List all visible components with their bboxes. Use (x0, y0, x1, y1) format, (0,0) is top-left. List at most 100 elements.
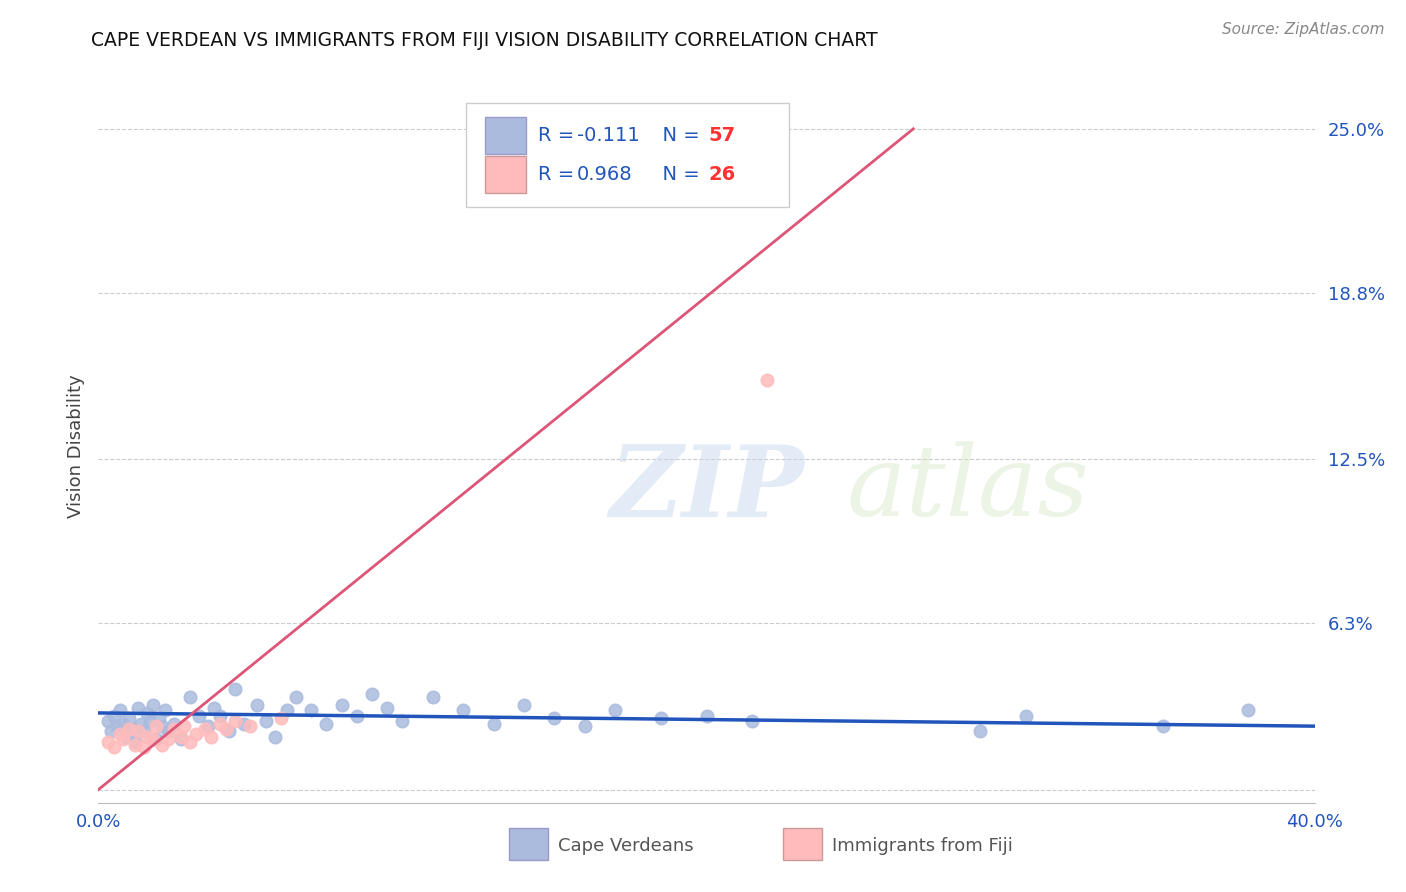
Point (209, 708, 232, 723)
Text: ZIP: ZIP (609, 441, 804, 537)
Point (270, 711, 292, 725)
Text: R =: R = (538, 165, 581, 185)
Point (142, 698, 165, 712)
Point (1236, 703, 1258, 717)
FancyBboxPatch shape (485, 117, 526, 154)
Point (482, 716, 505, 731)
Point (150, 738, 173, 752)
Text: N =: N = (650, 126, 706, 145)
Point (330, 698, 353, 712)
Point (121, 722, 143, 736)
Point (111, 732, 134, 747)
Text: 26: 26 (709, 165, 735, 185)
Point (346, 708, 368, 723)
Point (1015, 708, 1038, 723)
Point (108, 727, 131, 741)
Point (163, 722, 186, 736)
Point (139, 714, 162, 728)
Point (453, 703, 475, 717)
Point (239, 719, 262, 733)
FancyBboxPatch shape (783, 829, 823, 860)
Point (136, 706, 159, 720)
Point (157, 724, 180, 739)
Point (969, 724, 991, 739)
Point (276, 703, 298, 717)
Point (650, 711, 672, 725)
Point (105, 719, 128, 733)
Point (299, 703, 322, 717)
Y-axis label: Vision Disability: Vision Disability (66, 374, 84, 518)
Point (1152, 719, 1174, 733)
Text: 0.968: 0.968 (576, 165, 633, 185)
Point (108, 703, 131, 717)
Text: atlas: atlas (846, 442, 1090, 536)
Point (218, 724, 240, 739)
Text: 57: 57 (709, 126, 735, 145)
Point (132, 724, 155, 739)
Point (127, 700, 149, 714)
Point (179, 690, 201, 704)
Text: R =: R = (538, 126, 581, 145)
Point (391, 714, 413, 728)
Point (163, 716, 186, 731)
Point (224, 682, 246, 697)
Point (150, 719, 173, 733)
Point (197, 719, 219, 733)
Point (285, 690, 308, 704)
Point (215, 722, 238, 736)
FancyBboxPatch shape (509, 829, 548, 860)
Point (741, 714, 763, 728)
Point (169, 732, 191, 747)
Point (124, 738, 146, 752)
Point (315, 716, 337, 731)
Text: Immigrants from Fiji: Immigrants from Fiji (832, 837, 1012, 855)
Point (756, 373, 779, 387)
Point (155, 703, 177, 717)
Point (543, 711, 565, 725)
Point (696, 708, 718, 723)
Point (100, 724, 122, 739)
Text: -0.111: -0.111 (576, 126, 640, 145)
Text: N =: N = (650, 165, 706, 185)
Point (209, 716, 232, 731)
Point (118, 711, 141, 725)
FancyBboxPatch shape (485, 156, 526, 194)
Point (169, 730, 191, 744)
Point (200, 730, 222, 744)
Point (513, 698, 536, 712)
Text: CAPE VERDEAN VS IMMIGRANTS FROM FIJI VISION DISABILITY CORRELATION CHART: CAPE VERDEAN VS IMMIGRANTS FROM FIJI VIS… (91, 31, 877, 50)
Point (605, 703, 627, 717)
Point (142, 732, 165, 747)
Text: Source: ZipAtlas.com: Source: ZipAtlas.com (1222, 22, 1385, 37)
Point (129, 716, 152, 731)
Point (127, 724, 149, 739)
Point (254, 714, 277, 728)
Point (132, 740, 155, 755)
Point (173, 719, 195, 733)
Point (103, 740, 125, 755)
Point (187, 708, 209, 723)
Point (111, 716, 134, 731)
Point (233, 716, 256, 731)
Point (148, 711, 170, 725)
Point (145, 732, 167, 747)
Point (574, 719, 596, 733)
Point (96, 735, 118, 749)
Text: Cape Verdeans: Cape Verdeans (558, 837, 693, 855)
Point (194, 722, 217, 736)
Point (103, 708, 125, 723)
FancyBboxPatch shape (467, 103, 789, 207)
Point (96, 714, 118, 728)
Point (375, 700, 398, 714)
Point (145, 719, 167, 733)
Point (114, 730, 136, 744)
Point (224, 714, 246, 728)
Point (361, 688, 384, 702)
Point (202, 700, 225, 714)
Point (422, 690, 444, 704)
Point (179, 735, 201, 749)
Point (124, 735, 146, 749)
Point (157, 732, 180, 747)
Point (184, 727, 207, 741)
Point (245, 698, 267, 712)
